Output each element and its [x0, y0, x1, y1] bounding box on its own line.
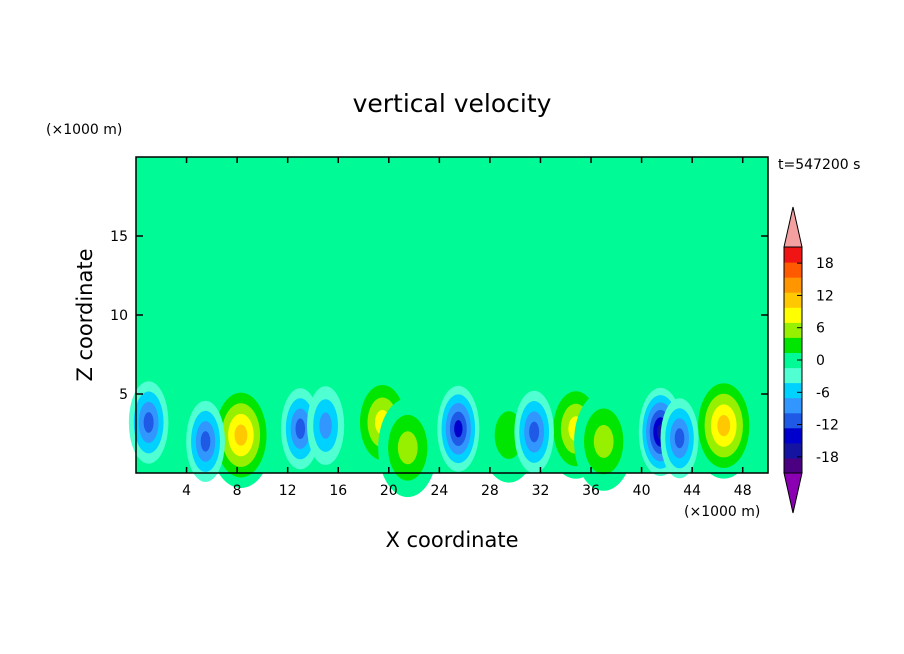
x-tick-label: 4: [182, 483, 191, 499]
colorbar-swatch: [784, 322, 802, 338]
downdraft-cell: [128, 381, 169, 464]
colorbar-swatch: [784, 367, 802, 384]
colorbar-tick-label: 18: [816, 256, 834, 272]
y-tick-label: 5: [119, 387, 128, 403]
contour-band: [674, 428, 685, 449]
colorbar: 18 12 6 0 -6 -12 -18: [783, 206, 839, 514]
downdraft-cell: [514, 390, 554, 474]
contour-band: [234, 424, 248, 446]
downdraft-cell: [437, 385, 480, 472]
x-unit-label: (×1000 m): [684, 504, 760, 520]
y-tick-label: 10: [110, 308, 128, 324]
y-unit-label: (×1000 m): [46, 122, 122, 138]
contour-band: [397, 431, 418, 465]
contour-band: [717, 415, 731, 437]
x-tick-label: 40: [633, 483, 651, 499]
colorbar-swatch: [784, 412, 802, 429]
contour-band: [143, 412, 154, 433]
colorbar-swatch: [784, 337, 802, 353]
x-tick-label: 12: [279, 483, 297, 499]
colorbar-swatch: [784, 457, 802, 474]
colorbar-extend-high: [783, 206, 803, 248]
x-tick-label: 32: [532, 483, 550, 499]
x-axis-title: X coordinate: [385, 528, 518, 552]
velocity-field: [128, 372, 756, 498]
colorbar-swatch: [784, 397, 802, 414]
y-tick-label: 15: [110, 229, 128, 245]
colorbar-swatch: [784, 262, 802, 278]
downdraft-cell: [307, 386, 345, 465]
x-tick-label: 20: [380, 483, 398, 499]
colorbar-swatch: [784, 307, 802, 323]
updraft-cell: [574, 392, 634, 491]
downdraft-cell: [186, 400, 225, 482]
colorbar-tick-label: 0: [816, 353, 825, 369]
contour-band: [454, 420, 463, 438]
x-tick-label: 48: [734, 483, 752, 499]
x-tick-label: 44: [683, 483, 701, 499]
x-axis: 4 8 12 16 20 24 28 32 36 40 44 48: [182, 157, 752, 499]
plot-area: [128, 156, 769, 498]
chart-title: vertical velocity: [353, 89, 552, 118]
contour-band: [295, 418, 306, 439]
contour-band: [593, 424, 614, 458]
x-tick-label: 28: [481, 483, 499, 499]
contour-band: [200, 431, 211, 452]
x-tick-label: 36: [582, 483, 600, 499]
colorbar-tick-label: -6: [816, 385, 830, 401]
x-tick-label: 16: [329, 483, 347, 499]
y-axis-title: Z coordinate: [73, 248, 97, 381]
colorbar-swatch: [784, 352, 802, 369]
colorbar-swatch: [784, 382, 802, 399]
colorbar-tick-label: -12: [816, 418, 839, 434]
colorbar-swatch: [784, 247, 802, 263]
x-tick-label: 24: [430, 483, 448, 499]
colorbar-swatch: [784, 442, 802, 459]
contour-band: [319, 412, 332, 439]
colorbar-tick-label: 12: [816, 288, 834, 304]
time-label: t=547200 s: [778, 157, 860, 173]
colorbar-tick-label: -18: [816, 450, 839, 466]
colorbar-swatch: [784, 292, 802, 308]
colorbar-swatch: [784, 427, 802, 444]
colorbar-extend-low: [783, 472, 803, 514]
colorbar-swatch: [784, 277, 802, 293]
updraft-cell: [691, 372, 756, 479]
colorbar-tick-label: 6: [816, 321, 825, 337]
x-tick-label: 8: [233, 483, 242, 499]
y-axis: 5 10 15: [110, 229, 768, 403]
updraft-cell: [208, 382, 273, 489]
downdraft-cell: [660, 398, 699, 479]
contour-band: [529, 421, 540, 443]
